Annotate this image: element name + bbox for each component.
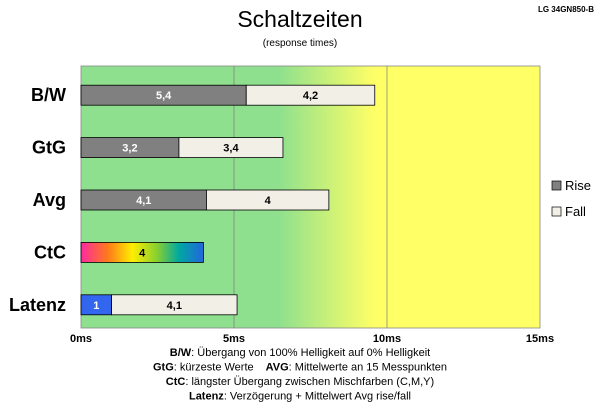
category-label: GtG	[32, 138, 66, 158]
data-label-rise: 1	[93, 300, 99, 312]
legend-label: Rise	[565, 178, 591, 193]
footnote-term: AVG	[266, 362, 289, 374]
footnote-line: B/W: Übergang von 100% Helligkeit auf 0%…	[170, 347, 430, 359]
bar-fall	[178, 137, 284, 159]
footnote-text: : kürzeste Werte	[174, 362, 254, 374]
footnote-text: : Verzögerung + Mittelwert Avg rise/fall	[224, 391, 411, 403]
footnote-line: GtG: kürzeste Werte AVG: Mittelwerte an 1…	[153, 362, 447, 374]
x-tick-label: 15ms	[526, 333, 554, 345]
bar-fall	[111, 294, 238, 316]
chart-subtitle: (response times)	[263, 38, 337, 49]
footnote-line: Latenz: Verzögerung + Mittelwert Avg ris…	[189, 391, 411, 403]
footnote-text: : Übergang von 100% Helligkeit auf 0% He…	[191, 347, 430, 359]
data-label-rise: 4	[139, 247, 146, 259]
footnote-line: CtC: längster Übergang zwischen Mischfar…	[166, 376, 434, 388]
footnote-term: GtG	[153, 362, 174, 374]
x-tick-label: 10ms	[373, 333, 401, 345]
legend-label: Fall	[565, 204, 586, 219]
bar-fall	[245, 84, 376, 106]
data-label-fall: 4,1	[167, 300, 182, 312]
footnote-text: : längster Übergang zwischen Mischfarben…	[185, 376, 434, 388]
category-label: B/W	[31, 85, 66, 105]
x-tick-label: 5ms	[223, 333, 245, 345]
footnote-term: Latenz	[189, 391, 224, 403]
legend-swatch	[551, 206, 562, 217]
data-label-rise: 3,2	[122, 143, 137, 155]
bar-fall	[206, 189, 330, 211]
chart-title: Schaltzeiten	[237, 6, 362, 32]
bar-rise	[80, 241, 204, 263]
footnote-term: B/W	[170, 347, 192, 359]
footnote-term: CtC	[166, 376, 186, 388]
data-label-fall: 3,4	[223, 143, 239, 155]
data-label-rise: 4,1	[136, 195, 151, 207]
x-tick-label: 0ms	[70, 333, 92, 345]
category-label: CtC	[34, 242, 66, 262]
data-label-fall: 4,2	[303, 90, 318, 102]
footnote-text: : Mittelwerte an 15 Messpunkten	[289, 362, 447, 374]
legend-swatch	[551, 180, 562, 191]
data-label-fall: 4	[265, 195, 272, 207]
category-label: Latenz	[9, 295, 66, 315]
data-label-rise: 5,4	[156, 90, 172, 102]
model-label: LG 34GN850-B	[538, 5, 594, 14]
category-label: Avg	[33, 190, 66, 210]
